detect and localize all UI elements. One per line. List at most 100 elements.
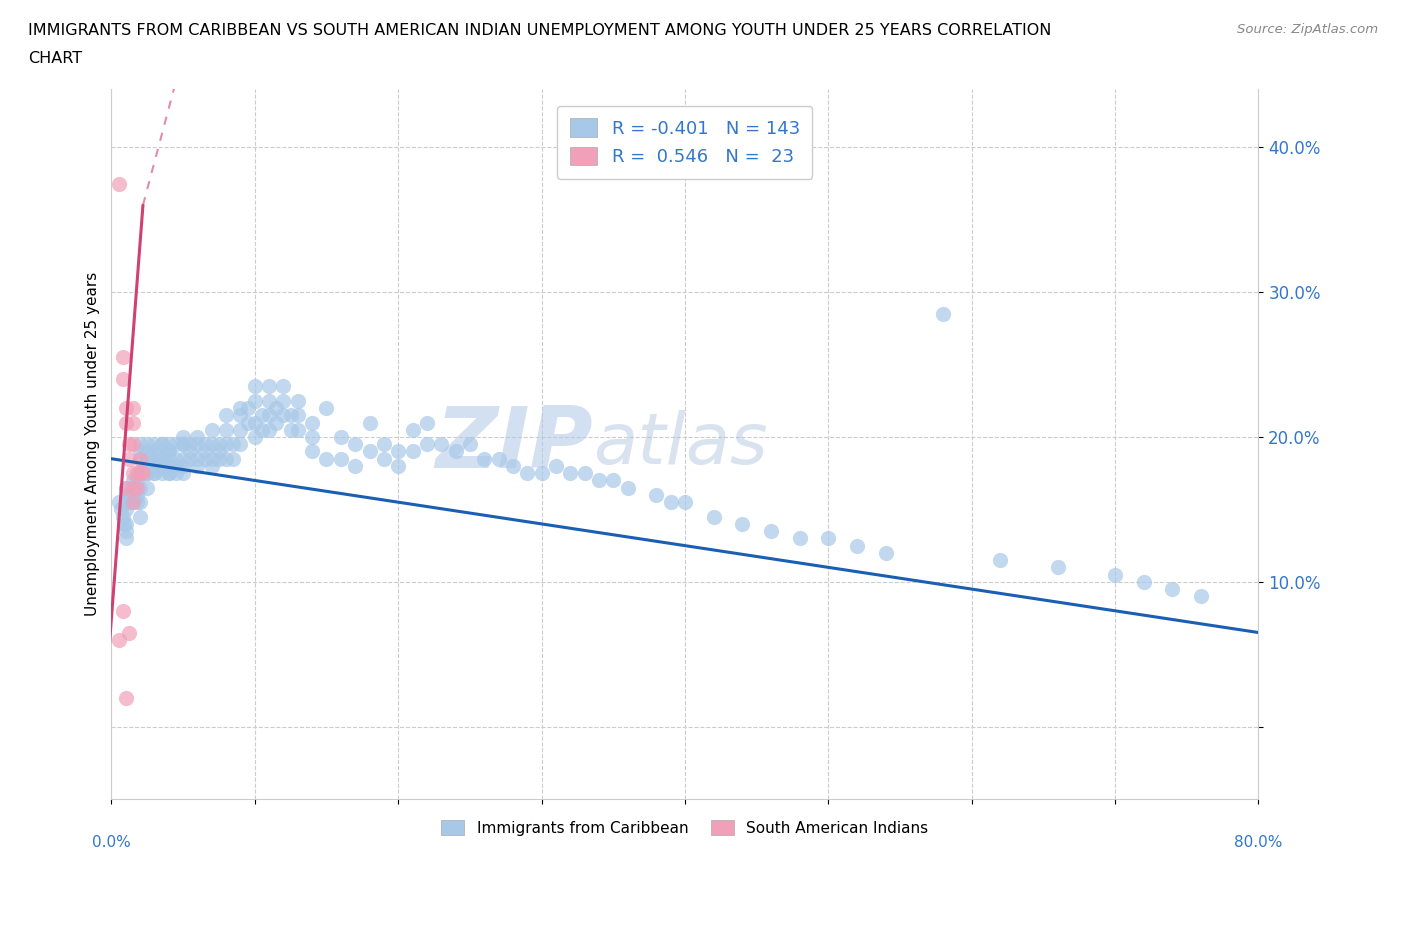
Point xyxy=(387,444,409,458)
Point xyxy=(266,401,288,416)
Point xyxy=(157,451,180,466)
Point xyxy=(150,437,173,452)
Point xyxy=(127,473,149,488)
Point xyxy=(136,437,159,452)
Point xyxy=(110,502,132,517)
Point xyxy=(329,430,352,445)
Point xyxy=(194,437,217,452)
Point xyxy=(129,444,152,458)
Point xyxy=(165,466,187,481)
Point xyxy=(136,444,159,458)
Point xyxy=(243,379,266,393)
Point xyxy=(129,451,152,466)
Point xyxy=(186,430,208,445)
Point xyxy=(215,408,238,423)
Point xyxy=(280,408,302,423)
Point xyxy=(201,451,224,466)
Point xyxy=(373,451,395,466)
Point xyxy=(287,408,309,423)
Point xyxy=(1132,575,1154,590)
Point xyxy=(111,350,134,365)
Point xyxy=(236,415,259,430)
Point xyxy=(266,415,288,430)
Point xyxy=(250,422,273,437)
Point xyxy=(165,451,187,466)
Point xyxy=(502,458,524,473)
Text: CHART: CHART xyxy=(28,51,82,66)
Point xyxy=(179,451,201,466)
Point xyxy=(416,415,439,430)
Point xyxy=(458,437,481,452)
Point xyxy=(329,451,352,466)
Point xyxy=(243,430,266,445)
Point xyxy=(114,415,136,430)
Point xyxy=(157,458,180,473)
Point xyxy=(430,437,453,452)
Point xyxy=(122,495,145,510)
Point xyxy=(673,495,696,510)
Point xyxy=(122,495,145,510)
Point xyxy=(530,466,553,481)
Point xyxy=(257,422,280,437)
Point xyxy=(703,510,725,525)
Point xyxy=(172,430,194,445)
Point xyxy=(129,480,152,495)
Point xyxy=(129,510,152,525)
Point xyxy=(136,466,159,481)
Point xyxy=(132,466,155,481)
Text: 0.0%: 0.0% xyxy=(91,834,131,850)
Point xyxy=(129,466,152,481)
Point xyxy=(136,480,159,495)
Point xyxy=(150,437,173,452)
Point xyxy=(117,487,139,502)
Point xyxy=(114,502,136,517)
Point xyxy=(616,480,638,495)
Point xyxy=(344,458,367,473)
Point xyxy=(401,444,423,458)
Point xyxy=(257,379,280,393)
Point xyxy=(129,495,152,510)
Point xyxy=(273,408,295,423)
Point xyxy=(387,458,409,473)
Point xyxy=(136,466,159,481)
Point xyxy=(301,430,323,445)
Point xyxy=(194,451,217,466)
Point xyxy=(136,458,159,473)
Point xyxy=(250,408,273,423)
Point xyxy=(990,552,1012,567)
Point xyxy=(127,466,149,481)
Point xyxy=(273,393,295,408)
Point xyxy=(111,510,134,525)
Point xyxy=(143,437,166,452)
Point xyxy=(122,415,145,430)
Point xyxy=(222,451,245,466)
Point xyxy=(301,415,323,430)
Point xyxy=(236,401,259,416)
Point xyxy=(602,473,624,488)
Point xyxy=(107,495,129,510)
Point xyxy=(143,444,166,458)
Point xyxy=(122,480,145,495)
Point xyxy=(257,393,280,408)
Point xyxy=(201,458,224,473)
Point xyxy=(215,451,238,466)
Point xyxy=(129,437,152,452)
Point xyxy=(172,466,194,481)
Text: Source: ZipAtlas.com: Source: ZipAtlas.com xyxy=(1237,23,1378,36)
Point xyxy=(150,466,173,481)
Point xyxy=(107,176,129,191)
Point xyxy=(165,437,187,452)
Point xyxy=(875,545,897,560)
Point xyxy=(229,422,252,437)
Point xyxy=(208,437,231,452)
Point xyxy=(186,451,208,466)
Point xyxy=(215,422,238,437)
Point xyxy=(222,437,245,452)
Point xyxy=(114,495,136,510)
Point xyxy=(157,444,180,458)
Point xyxy=(172,451,194,466)
Point xyxy=(114,487,136,502)
Point xyxy=(645,487,668,502)
Point xyxy=(731,516,754,531)
Point xyxy=(201,437,224,452)
